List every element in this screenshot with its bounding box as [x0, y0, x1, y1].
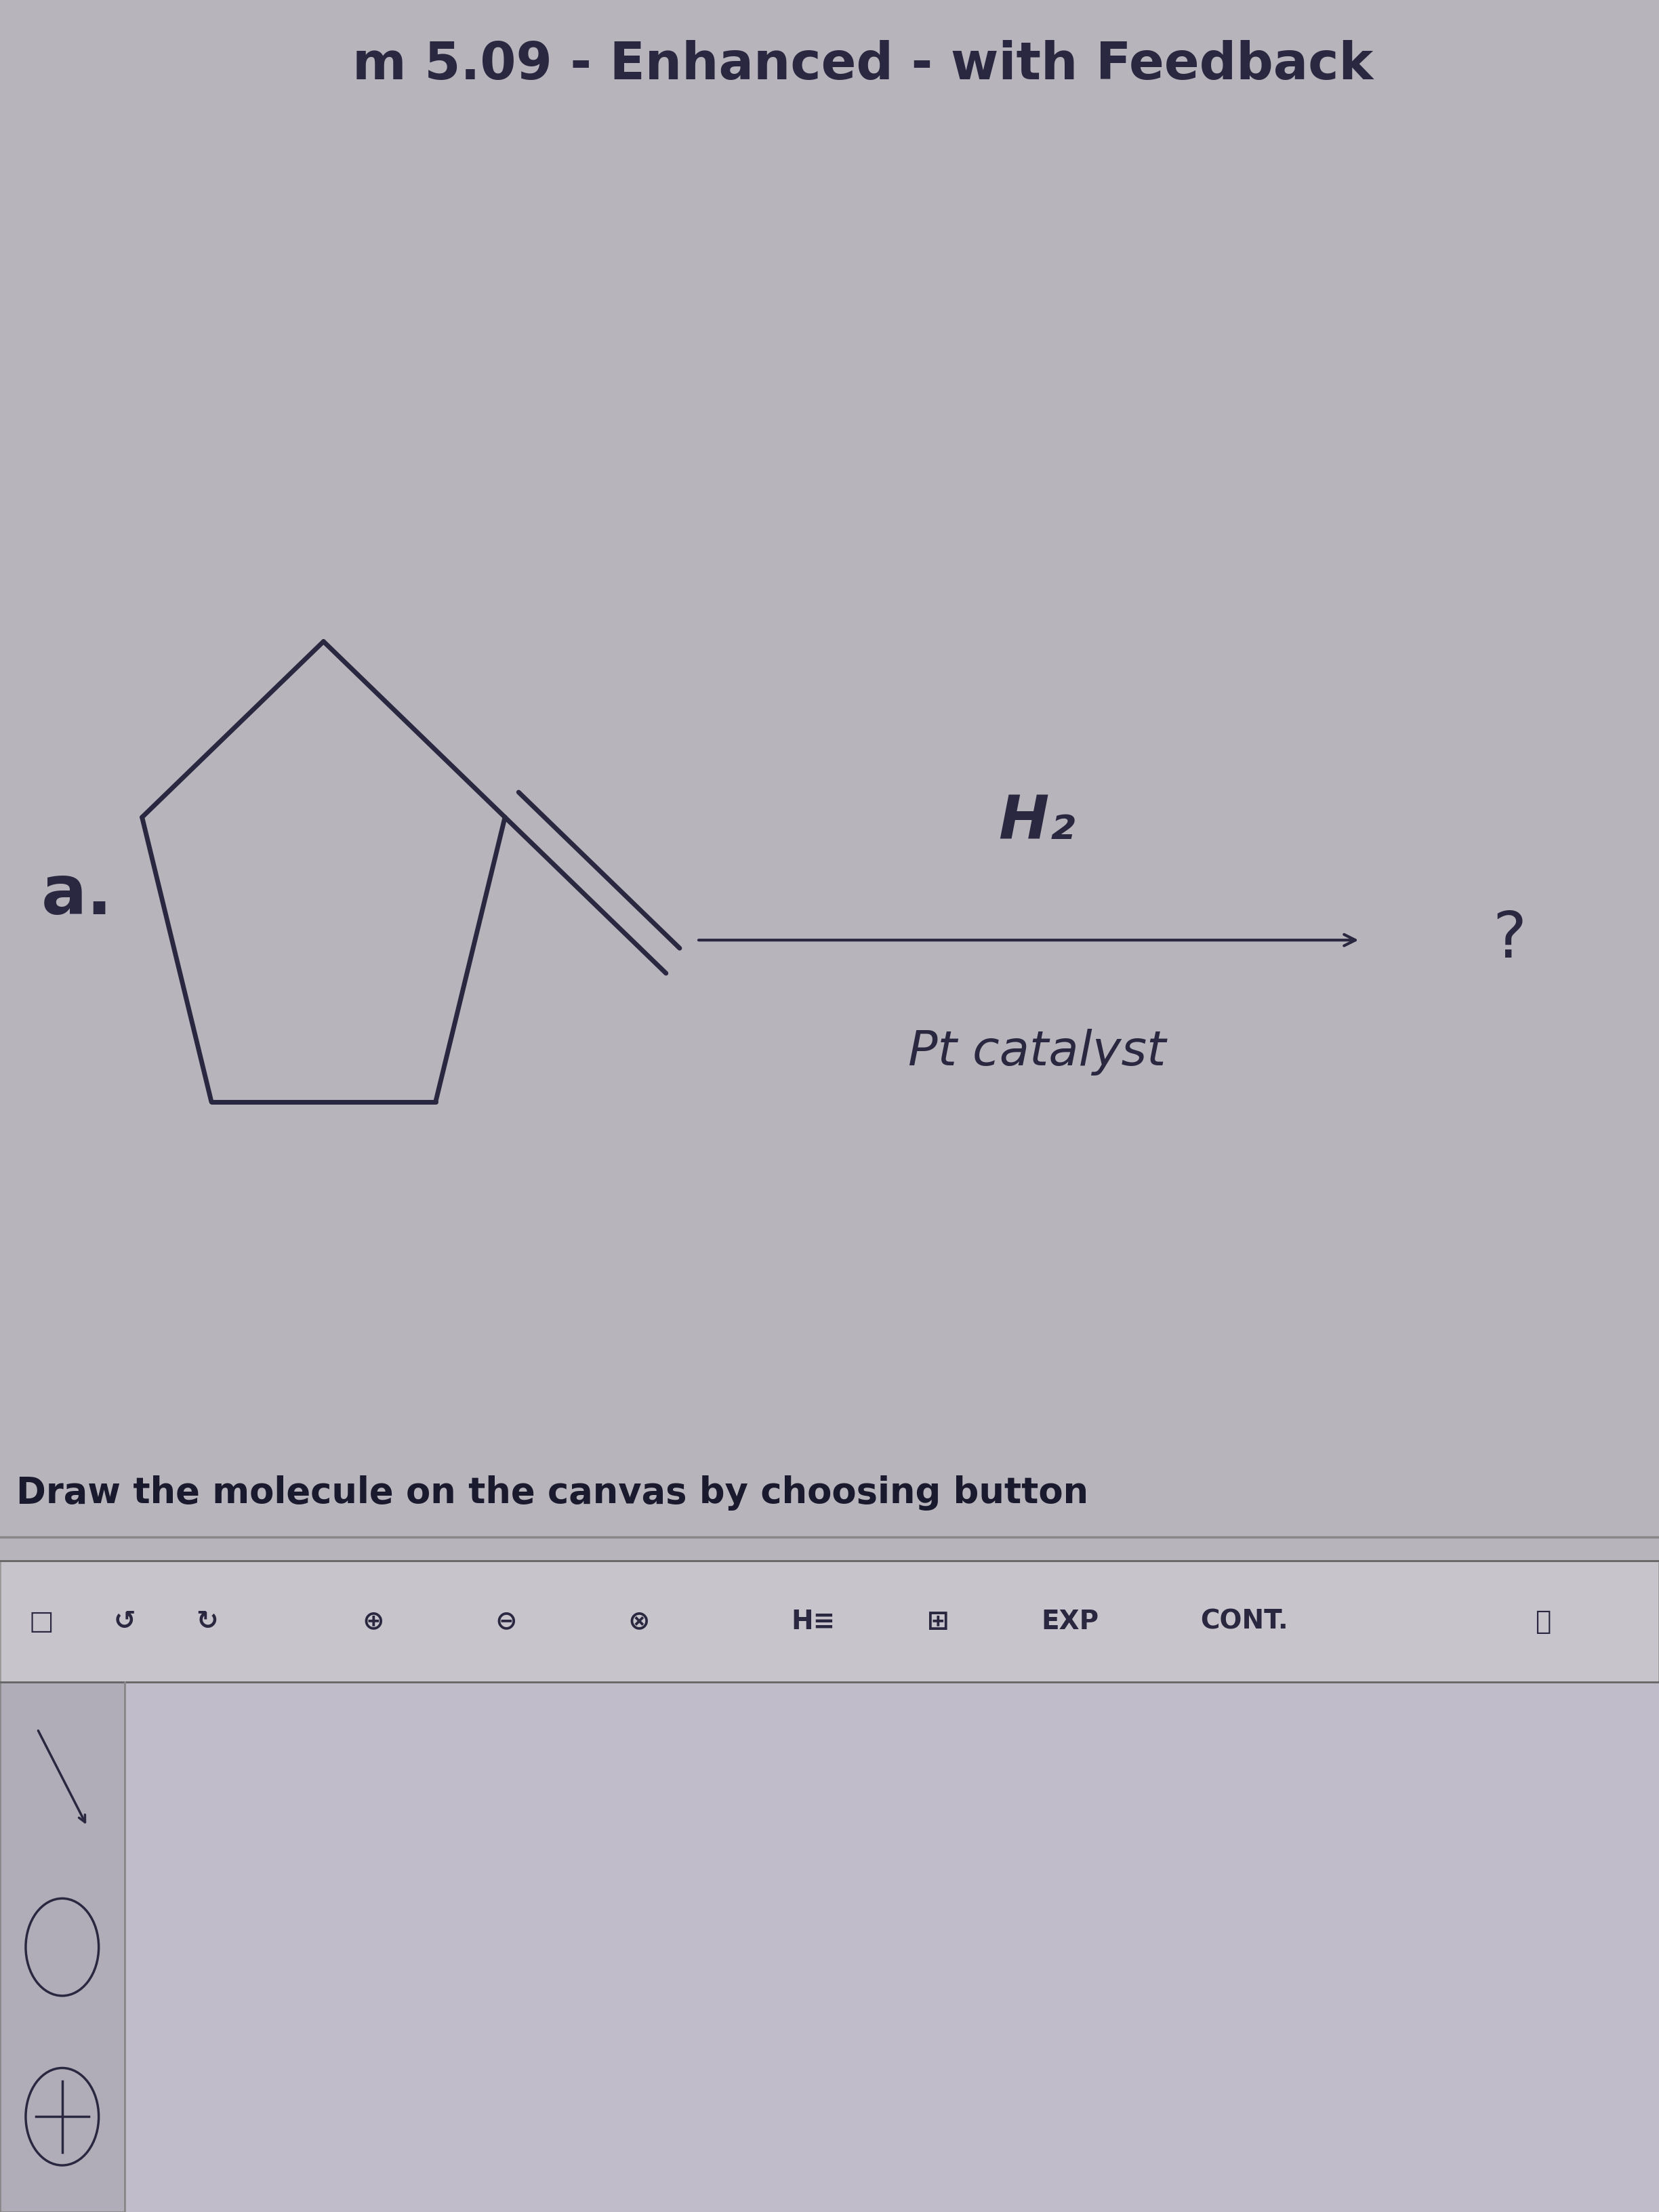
Text: ↻: ↻	[196, 1608, 219, 1635]
Bar	[0, 1562, 1659, 1681]
Text: ⊞: ⊞	[926, 1608, 949, 1635]
Text: Draw the molecule on the canvas by choosing button: Draw the molecule on the canvas by choos…	[17, 1475, 1088, 1511]
Text: CONT.: CONT.	[1199, 1608, 1289, 1635]
Text: EXP: EXP	[1042, 1608, 1098, 1635]
Text: ⊖: ⊖	[494, 1608, 518, 1635]
Text: ⊕: ⊕	[362, 1608, 385, 1635]
Text: ⓘ: ⓘ	[1535, 1608, 1551, 1635]
Text: a.: a.	[41, 863, 113, 929]
Text: ?: ?	[1493, 909, 1526, 971]
Text: ↺: ↺	[113, 1608, 136, 1635]
Text: H₂: H₂	[999, 792, 1075, 852]
Text: H≡: H≡	[791, 1608, 834, 1635]
Text: Pt catalyst: Pt catalyst	[907, 1029, 1166, 1075]
Bar	[124, 1681, 1659, 2212]
Text: □: □	[28, 1608, 55, 1635]
Text: m 5.09 - Enhanced - with Feedback: m 5.09 - Enhanced - with Feedback	[352, 40, 1374, 91]
Bar	[0, 1681, 124, 2212]
Text: ⊗: ⊗	[627, 1608, 650, 1635]
